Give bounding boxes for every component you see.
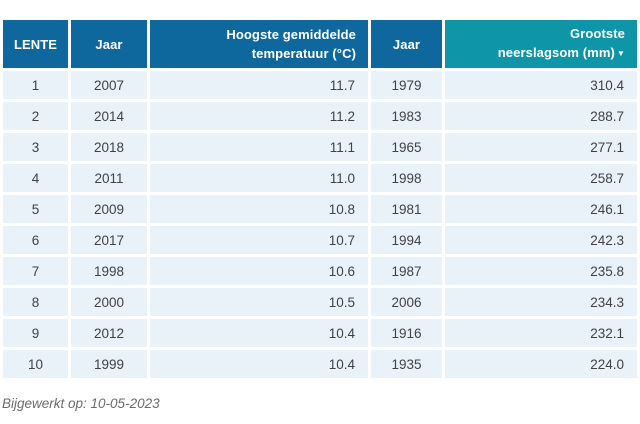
cell-temperatuur: 10.4 <box>150 319 368 347</box>
cell-rank: 1 <box>3 71 68 99</box>
cell-jaar_neerslag: 1916 <box>371 319 442 347</box>
column-header-grootste-neerslagsom[interactable]: Grootste neerslagsom (mm) ▼ <box>445 20 637 68</box>
table-row: 6 2017 10.7 1994 242.3 <box>3 226 637 254</box>
cell-temperatuur: 10.6 <box>150 257 368 285</box>
cell-jaar_temp: 2017 <box>71 226 147 254</box>
column-header-label-line1: Grootste <box>570 26 625 41</box>
cell-jaar_temp: 1998 <box>71 257 147 285</box>
column-header-lente[interactable]: LENTE <box>3 20 68 68</box>
cell-neerslagsom: 235.8 <box>445 257 637 285</box>
table-row: 3 2018 11.1 1965 277.1 <box>3 133 637 161</box>
column-header-label-line2: temperatuur (°C) <box>251 46 356 61</box>
cell-rank: 4 <box>3 164 68 192</box>
table-row: 2 2014 11.2 1983 288.7 <box>3 102 637 130</box>
lente-statistics-table: LENTE Jaar Hoogste gemiddelde temperatuu… <box>0 17 640 381</box>
cell-jaar_neerslag: 1987 <box>371 257 442 285</box>
cell-jaar_temp: 2011 <box>71 164 147 192</box>
table-row: 9 2012 10.4 1916 232.1 <box>3 319 637 347</box>
cell-jaar_neerslag: 1998 <box>371 164 442 192</box>
cell-neerslagsom: 232.1 <box>445 319 637 347</box>
table-row: 7 1998 10.6 1987 235.8 <box>3 257 637 285</box>
cell-neerslagsom: 224.0 <box>445 350 637 378</box>
cell-neerslagsom: 246.1 <box>445 195 637 223</box>
cell-neerslagsom: 288.7 <box>445 102 637 130</box>
table-body: 1 2007 11.7 1979 310.4 2 2014 11.2 1983 288.7 3 201… <box>3 71 637 378</box>
table-row: 8 2000 10.5 2006 234.3 <box>3 288 637 316</box>
cell-rank: 2 <box>3 102 68 130</box>
cell-jaar_neerslag: 2006 <box>371 288 442 316</box>
table-row: 4 2011 11.0 1998 258.7 <box>3 164 637 192</box>
column-header-label-line2: neerslagsom (mm) ▼ <box>445 43 625 64</box>
column-header-jaar-neerslag[interactable]: Jaar <box>371 20 442 68</box>
cell-neerslagsom: 277.1 <box>445 133 637 161</box>
cell-temperatuur: 10.7 <box>150 226 368 254</box>
cell-rank: 8 <box>3 288 68 316</box>
column-header-hoogste-gemiddelde-temperatuur[interactable]: Hoogste gemiddelde temperatuur (°C) <box>150 20 368 68</box>
column-header-label-line1: Hoogste gemiddelde <box>226 27 356 42</box>
cell-temperatuur: 11.7 <box>150 71 368 99</box>
cell-neerslagsom: 258.7 <box>445 164 637 192</box>
column-header-label: Jaar <box>95 36 123 52</box>
cell-temperatuur: 10.4 <box>150 350 368 378</box>
cell-jaar_neerslag: 1994 <box>371 226 442 254</box>
cell-neerslagsom: 234.3 <box>445 288 637 316</box>
cell-jaar_temp: 2018 <box>71 133 147 161</box>
cell-rank: 6 <box>3 226 68 254</box>
cell-jaar_temp: 2012 <box>71 319 147 347</box>
table-row: 5 2009 10.8 1981 246.1 <box>3 195 637 223</box>
cell-temperatuur: 10.8 <box>150 195 368 223</box>
cell-jaar_neerslag: 1935 <box>371 350 442 378</box>
cell-jaar_temp: 2007 <box>71 71 147 99</box>
cell-temperatuur: 11.2 <box>150 102 368 130</box>
table-row: 1 2007 11.7 1979 310.4 <box>3 71 637 99</box>
cell-jaar_neerslag: 1983 <box>371 102 442 130</box>
cell-jaar_temp: 2009 <box>71 195 147 223</box>
cell-rank: 9 <box>3 319 68 347</box>
cell-temperatuur: 11.1 <box>150 133 368 161</box>
cell-neerslagsom: 242.3 <box>445 226 637 254</box>
cell-jaar_temp: 1999 <box>71 350 147 378</box>
column-header-label: neerslagsom (mm) <box>497 45 615 60</box>
cell-temperatuur: 11.0 <box>150 164 368 192</box>
cell-neerslagsom: 310.4 <box>445 71 637 99</box>
cell-jaar_temp: 2000 <box>71 288 147 316</box>
cell-jaar_neerslag: 1979 <box>371 71 442 99</box>
last-updated-text: Bijgewerkt op: 10-05-2023 <box>2 396 160 411</box>
cell-rank: 7 <box>3 257 68 285</box>
column-header-label: LENTE <box>13 36 58 52</box>
column-header-label: Jaar <box>392 36 421 52</box>
table-row: 10 1999 10.4 1935 224.0 <box>3 350 637 378</box>
sort-descending-icon: ▼ <box>616 49 625 58</box>
cell-jaar_neerslag: 1965 <box>371 133 442 161</box>
cell-temperatuur: 10.5 <box>150 288 368 316</box>
cell-rank: 10 <box>3 350 68 378</box>
cell-jaar_temp: 2014 <box>71 102 147 130</box>
cell-rank: 5 <box>3 195 68 223</box>
cell-rank: 3 <box>3 133 68 161</box>
table-header: LENTE Jaar Hoogste gemiddelde temperatuu… <box>3 20 637 68</box>
column-header-jaar-temperatuur[interactable]: Jaar <box>71 20 147 68</box>
header-row: LENTE Jaar Hoogste gemiddelde temperatuu… <box>3 20 637 68</box>
cell-jaar_neerslag: 1981 <box>371 195 442 223</box>
